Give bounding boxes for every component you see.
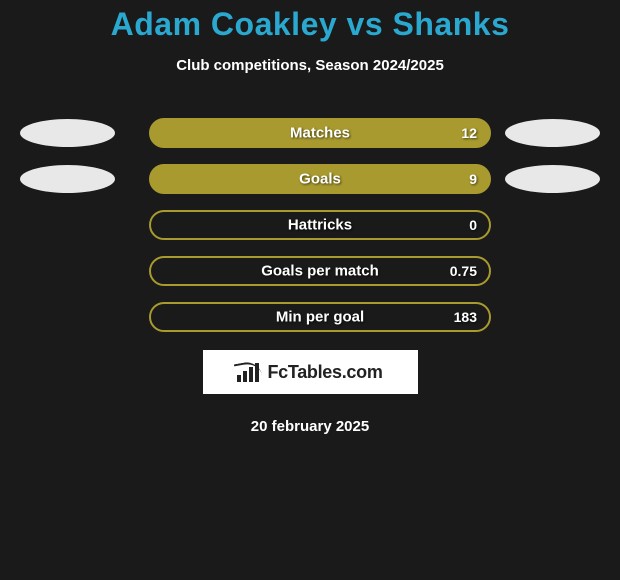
stat-row: Hattricks 0 (0, 210, 620, 240)
player-left-ellipse (20, 165, 115, 193)
stat-bar: Goals per match 0.75 (149, 256, 491, 286)
stat-value: 0.75 (450, 263, 477, 279)
stat-bar: Matches 12 (149, 118, 491, 148)
date-label: 20 february 2025 (0, 418, 620, 435)
stat-bar: Goals 9 (149, 164, 491, 194)
player-right-ellipse (505, 165, 600, 193)
logo-text: FcTables.com (267, 362, 382, 383)
stat-row: Goals 9 (0, 164, 620, 194)
subtitle: Club competitions, Season 2024/2025 (0, 57, 620, 74)
stat-value: 12 (461, 125, 477, 141)
player-left-ellipse (20, 119, 115, 147)
stat-value: 9 (469, 171, 477, 187)
stat-label: Matches (290, 125, 350, 142)
stat-label: Goals (299, 171, 341, 188)
stats-list: Matches 12 Goals 9 Hattricks 0 Goals per match… (0, 118, 620, 332)
stat-bar: Hattricks 0 (149, 210, 491, 240)
page-title: Adam Coakley vs Shanks (0, 6, 620, 43)
stat-bar: Min per goal 183 (149, 302, 491, 332)
stat-value: 183 (454, 309, 477, 325)
stat-label: Hattricks (288, 217, 352, 234)
stat-row: Min per goal 183 (0, 302, 620, 332)
stat-row: Goals per match 0.75 (0, 256, 620, 286)
stat-row: Matches 12 (0, 118, 620, 148)
logo-chart-icon (237, 362, 261, 382)
stat-label: Min per goal (276, 309, 364, 326)
stat-label: Goals per match (261, 263, 379, 280)
stat-value: 0 (469, 217, 477, 233)
player-right-ellipse (505, 119, 600, 147)
fctables-logo[interactable]: FcTables.com (203, 350, 418, 394)
